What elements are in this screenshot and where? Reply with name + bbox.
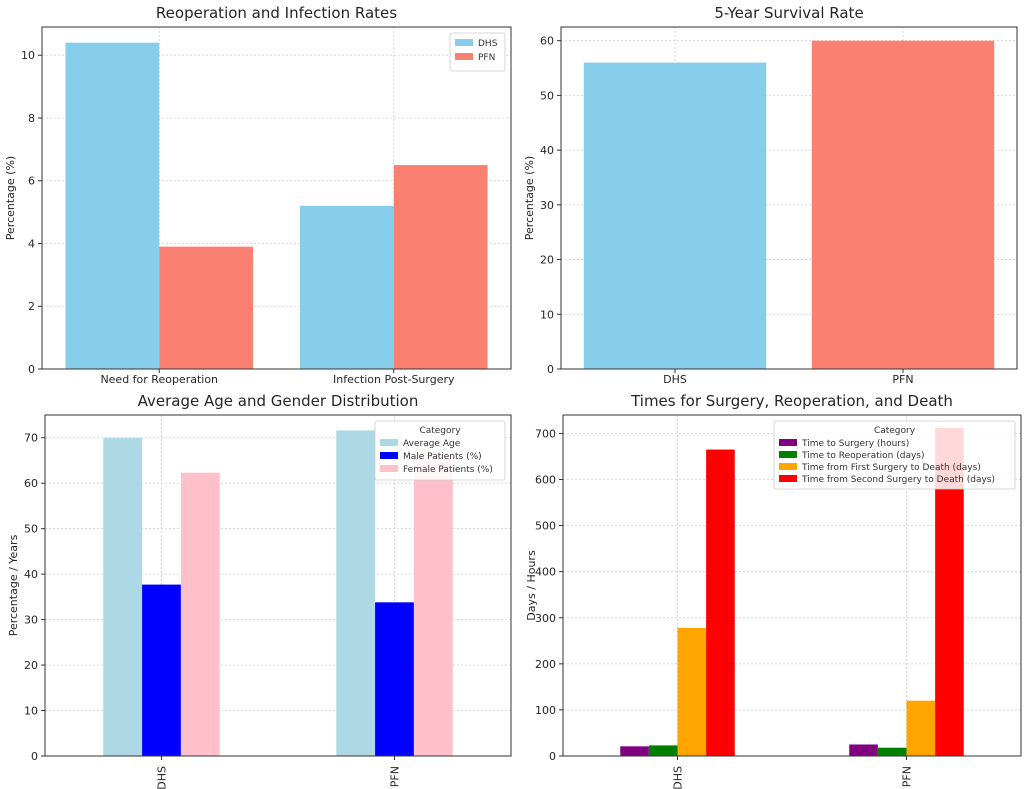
x-tick-label: PFN bbox=[901, 766, 914, 787]
y-tick-label: 10 bbox=[540, 308, 554, 321]
y-tick-label: 50 bbox=[24, 523, 38, 536]
y-tick-label: 4 bbox=[28, 237, 35, 250]
legend-swatch bbox=[455, 39, 473, 46]
bar-time-to-surgery-hours bbox=[849, 744, 878, 756]
y-tick-label: 6 bbox=[28, 175, 35, 188]
legend-swatch bbox=[380, 452, 398, 459]
y-tick-label: 10 bbox=[24, 705, 38, 718]
x-tick-label: PFN bbox=[389, 766, 402, 787]
bar-dhs bbox=[583, 62, 767, 370]
y-tick-label: 400 bbox=[535, 566, 556, 579]
y-axis-label: Percentage (%) bbox=[523, 156, 536, 240]
y-axis-label: Percentage / Years bbox=[7, 534, 20, 636]
y-tick-label: 20 bbox=[24, 659, 38, 672]
y-tick-label: 100 bbox=[535, 704, 556, 717]
bar-time-from-first-surgery-to-death-days bbox=[677, 627, 707, 756]
bar-pfn bbox=[811, 40, 995, 370]
x-tick-label: PFN bbox=[892, 373, 913, 386]
bar-average-age bbox=[336, 430, 376, 756]
y-tick-label: 0 bbox=[28, 363, 35, 376]
legend: Category Time to Surgery (hours) Time to R… bbox=[773, 420, 1016, 490]
bar-average-age bbox=[103, 437, 143, 756]
bar-dhs bbox=[299, 205, 394, 369]
y-tick-label: 700 bbox=[535, 427, 556, 440]
legend-entry: PFN bbox=[478, 53, 495, 63]
y-tick-label: 70 bbox=[24, 432, 38, 445]
legend-swatch bbox=[779, 463, 797, 470]
y-tick-label: 20 bbox=[540, 254, 554, 267]
y-axis-label: Days / Hours bbox=[525, 550, 538, 621]
plot-frame bbox=[44, 414, 512, 757]
legend-entry: Average Age bbox=[403, 439, 461, 449]
legend-box bbox=[374, 420, 506, 481]
y-tick-label: 200 bbox=[535, 658, 556, 671]
bar-male-patients bbox=[142, 584, 181, 756]
legend-swatch bbox=[779, 475, 797, 482]
y-axis-label: Percentage (%) bbox=[4, 156, 17, 240]
legend-swatch bbox=[779, 439, 797, 446]
chart-title: Times for Surgery, Reoperation, and Deat… bbox=[630, 392, 953, 410]
x-tick-label: Infection Post-Surgery bbox=[333, 373, 455, 386]
bar-dhs bbox=[65, 42, 160, 369]
legend-swatch bbox=[779, 451, 797, 458]
plot-frame bbox=[562, 414, 1022, 757]
legend-entry: Time to Surgery (hours) bbox=[801, 439, 909, 449]
bar-female-patients bbox=[180, 472, 220, 756]
legend-entry: Time from Second Surgery to Death (days) bbox=[801, 475, 995, 485]
bar-pfn bbox=[159, 246, 254, 369]
legend-entry: Male Patients (%) bbox=[403, 452, 482, 462]
bar-time-to-surgery-hours bbox=[620, 746, 649, 756]
y-tick-label: 30 bbox=[24, 614, 38, 627]
x-tick-label: Need for Reoperation bbox=[100, 373, 218, 386]
bar-time-to-reoperation-days bbox=[877, 747, 907, 756]
legend: Category Average Age Male Patients (%) Fema… bbox=[374, 420, 506, 481]
legend-swatch bbox=[380, 439, 398, 446]
legend-box bbox=[773, 420, 1016, 490]
bar-time-from-second-surgery-to-death-days bbox=[706, 449, 735, 756]
y-tick-label: 0 bbox=[547, 363, 554, 376]
bar-male-patients bbox=[375, 602, 414, 756]
y-tick-label: 600 bbox=[535, 474, 556, 487]
y-tick-label: 30 bbox=[540, 199, 554, 212]
y-tick-label: 0 bbox=[549, 750, 556, 763]
y-tick-label: 50 bbox=[540, 89, 554, 102]
bar-time-to-reoperation-days bbox=[648, 745, 678, 756]
bar-female-patients bbox=[413, 455, 453, 756]
y-tick-label: 500 bbox=[535, 520, 556, 533]
legend-entry: Female Patients (%) bbox=[403, 465, 493, 475]
legend-swatch bbox=[455, 53, 473, 60]
chart-panel-3: 0 10 20 30 40 50 60 70 DHS PFN Average Age and Gen… bbox=[7, 392, 512, 789]
y-tick-label: 60 bbox=[540, 35, 554, 48]
legend-swatch bbox=[380, 465, 398, 472]
legend-title: Category bbox=[419, 426, 461, 436]
bar-pfn bbox=[393, 165, 488, 369]
y-tick-label: 40 bbox=[24, 568, 38, 581]
y-tick-label: 60 bbox=[24, 477, 38, 490]
y-tick-label: 8 bbox=[28, 112, 35, 125]
chart-title: 5-Year Survival Rate bbox=[714, 4, 863, 22]
plot-frame bbox=[41, 26, 512, 370]
plot-frame bbox=[560, 26, 1018, 370]
chart-title: Average Age and Gender Distribution bbox=[138, 392, 419, 410]
y-tick-label: 0 bbox=[31, 750, 38, 763]
y-tick-label: 40 bbox=[540, 144, 554, 157]
chart-panel-4: 0 100 200 300 400 500 600 700 DHS PFN Times for Su… bbox=[525, 392, 1022, 789]
y-tick-label: 300 bbox=[535, 612, 556, 625]
bar-time-from-first-surgery-to-death-days bbox=[906, 700, 936, 756]
chart-panel-2: 0 10 20 30 40 50 60 DHS PFN 5-Year Survival Rate P… bbox=[523, 4, 1018, 386]
x-tick-label: DHS bbox=[663, 373, 687, 386]
legend: DHS PFN bbox=[449, 32, 506, 72]
legend-entry: Time to Reoperation (days) bbox=[801, 451, 925, 461]
y-tick-label: 2 bbox=[28, 300, 35, 313]
y-tick-label: 10 bbox=[21, 49, 35, 62]
chart-title: Reoperation and Infection Rates bbox=[156, 4, 397, 22]
chart-panel-1: 0 2 4 6 8 10 Need for Reoperation Infection Pos… bbox=[4, 4, 512, 386]
legend-entry: Time from First Surgery to Death (days) bbox=[801, 463, 981, 473]
x-tick-label: DHS bbox=[672, 766, 685, 789]
x-tick-label: DHS bbox=[156, 766, 169, 789]
legend-entry: DHS bbox=[478, 39, 498, 49]
legend-title: Category bbox=[874, 426, 916, 436]
